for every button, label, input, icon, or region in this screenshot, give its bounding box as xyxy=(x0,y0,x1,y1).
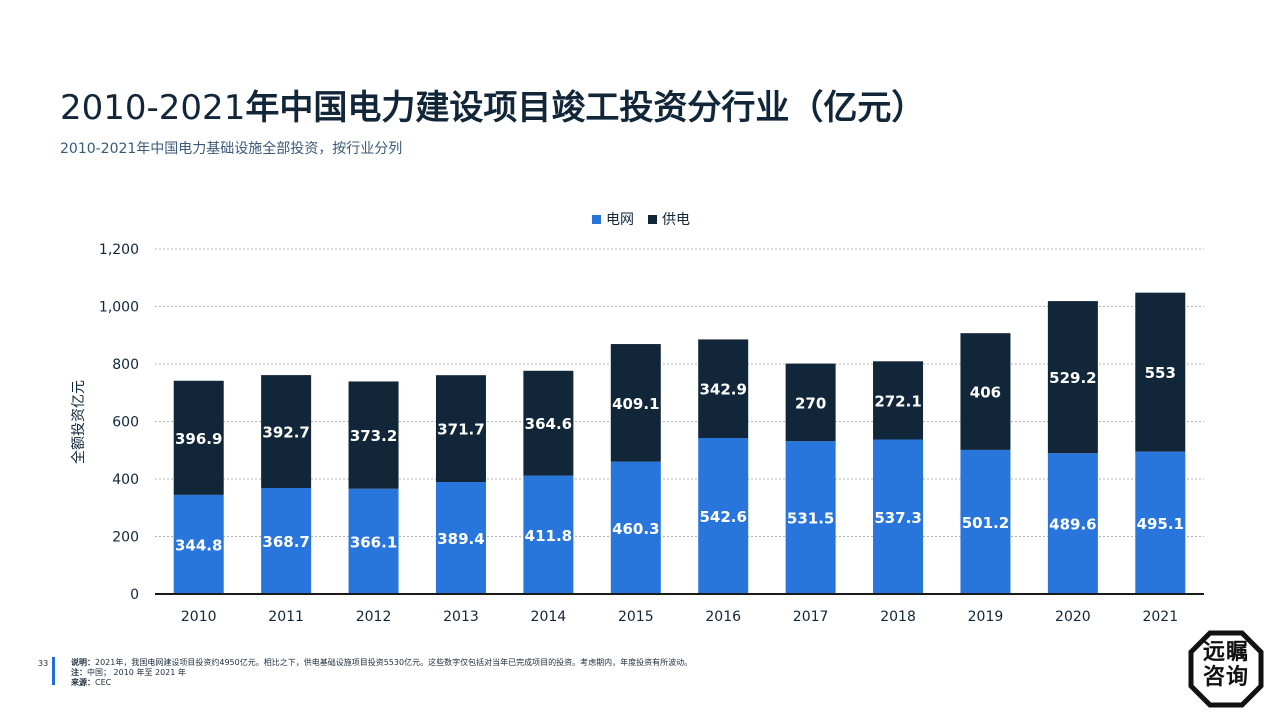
data-label-supply: 392.7 xyxy=(262,424,309,442)
bar-supply xyxy=(348,381,399,489)
bar-grid xyxy=(261,487,312,594)
logo-octagon-frame xyxy=(1188,630,1264,708)
footer-source: 来源：CEC xyxy=(71,678,692,688)
axes: 0 200 400 600 800 1,000 1,200 2010 2011 2012 2013 2… xyxy=(99,242,1204,625)
x-tick-label: 2017 xyxy=(793,609,829,625)
bar-supply xyxy=(698,339,749,439)
x-tick-label: 2013 xyxy=(443,609,479,625)
bar-grid xyxy=(523,475,574,594)
data-label-supply: 342.9 xyxy=(699,381,746,399)
footer-scope: 注：中国； 2010 年至 2021 年 xyxy=(71,668,692,678)
data-label-grid: 495.1 xyxy=(1137,515,1184,533)
data-label-grid: 489.6 xyxy=(1049,516,1096,534)
bar-supply xyxy=(435,375,486,483)
data-label-supply: 553 xyxy=(1145,364,1176,382)
bar-grid xyxy=(960,449,1011,594)
legend-item-supply: 供电 xyxy=(648,209,690,229)
data-label-supply: 396.9 xyxy=(175,430,222,448)
x-tick-label: 2018 xyxy=(880,609,916,625)
data-label-grid: 344.8 xyxy=(175,536,222,554)
legend-label-grid: 电网 xyxy=(606,212,634,228)
title-text: 年中国电力建设项目竣工投资分行业（亿元） xyxy=(245,88,926,128)
y-tick-label: 600 xyxy=(112,415,139,431)
data-label-supply: 371.7 xyxy=(437,421,484,439)
x-tick-label: 2019 xyxy=(968,609,1004,625)
data-label-grid: 368.7 xyxy=(262,533,309,551)
bar-supply xyxy=(261,375,312,488)
grid-lines xyxy=(155,248,1204,537)
bar-supply xyxy=(873,361,924,440)
page-number: 33 xyxy=(38,659,49,668)
bar-grid xyxy=(348,488,399,594)
bar-supply xyxy=(1135,292,1186,452)
data-label-supply: 270 xyxy=(795,394,826,412)
y-tick-label: 0 xyxy=(130,587,139,603)
note-text: 2021年，我国电网建设项目投资约4950亿元。相比之下，供电基础设施项目投资5… xyxy=(95,658,693,667)
data-label-supply: 406 xyxy=(970,384,1001,402)
data-label-grid: 542.6 xyxy=(699,508,746,526)
bar-grid xyxy=(785,441,836,594)
source-text: CEC xyxy=(95,678,112,687)
y-tick-label: 200 xyxy=(112,530,139,546)
logo-line-1: 远瞩 xyxy=(1202,640,1249,665)
data-label-grid: 531.5 xyxy=(787,510,834,528)
note-label: 说明： xyxy=(71,658,95,667)
data-label-grid: 460.3 xyxy=(612,520,659,538)
bar-supply xyxy=(610,344,661,462)
title-years: 2010-2021 xyxy=(60,88,246,128)
scope-text: 中国； 2010 年至 2021 年 xyxy=(87,668,186,677)
x-tick-label: 2011 xyxy=(268,609,304,625)
x-tick-label: 2012 xyxy=(356,609,392,625)
y-tick-label: 400 xyxy=(112,472,139,488)
data-label-grid: 537.3 xyxy=(874,509,921,527)
y-tick-label: 1,000 xyxy=(99,300,139,316)
footer-note: 说明：2021年，我国电网建设项目投资约4950亿元。相比之下，供电基础设施项目… xyxy=(71,658,692,668)
legend-swatch-supply xyxy=(648,214,657,224)
footer-accent-bar xyxy=(52,657,55,685)
data-label-grid: 366.1 xyxy=(350,533,397,551)
x-tick-label: 2015 xyxy=(618,609,654,625)
logo-line-2: 咨询 xyxy=(1202,665,1249,690)
bar-supply xyxy=(785,363,836,442)
bar-grid xyxy=(698,438,749,594)
x-tick-label: 2016 xyxy=(705,609,741,625)
bar-grid xyxy=(173,494,224,594)
source-label: 来源： xyxy=(71,678,95,687)
logo-text: 远瞩 咨询 xyxy=(1188,640,1264,690)
bar-supply xyxy=(173,380,224,495)
bar-grid xyxy=(610,461,661,594)
bars: 344.8 396.9 368.7 392.7 366.1 373.2 389.4 371.7… xyxy=(173,292,1186,594)
bar-supply xyxy=(1047,301,1098,454)
data-label-grid: 411.8 xyxy=(525,527,572,545)
legend-label-supply: 供电 xyxy=(662,212,690,228)
data-label-supply: 364.6 xyxy=(525,415,572,433)
data-label-supply: 272.1 xyxy=(874,392,921,410)
chart-legend: 电网 供电 xyxy=(592,209,690,229)
bar-supply xyxy=(523,370,574,476)
bar-grid xyxy=(435,482,486,594)
data-label-supply: 373.2 xyxy=(350,427,397,445)
data-label-supply: 529.2 xyxy=(1049,369,1096,387)
legend-swatch-grid xyxy=(592,214,601,224)
data-label-grid: 501.2 xyxy=(962,514,1009,532)
bar-supply xyxy=(960,333,1011,450)
bar-grid xyxy=(1047,453,1098,594)
x-tick-label: 2014 xyxy=(531,609,567,625)
data-label-grid: 389.4 xyxy=(437,530,484,548)
bar-grid xyxy=(873,439,924,594)
legend-item-grid: 电网 xyxy=(592,209,634,229)
y-tick-label: 1,200 xyxy=(99,242,139,258)
data-label-supply: 409.1 xyxy=(612,395,659,413)
bar-grid xyxy=(1135,451,1186,594)
scope-label: 注： xyxy=(71,668,87,677)
x-tick-label: 2010 xyxy=(181,609,217,625)
brand-logo: 远瞩 咨询 xyxy=(1188,630,1264,708)
page-subtitle: 2010-2021年中国电力基础设施全部投资，按行业分列 xyxy=(60,141,403,157)
y-tick-label: 800 xyxy=(112,357,139,373)
page-title: 2010-2021年中国电力建设项目竣工投资分行业（亿元） xyxy=(60,80,925,129)
x-tick-label: 2020 xyxy=(1055,609,1091,625)
x-tick-label: 2021 xyxy=(1142,609,1178,625)
